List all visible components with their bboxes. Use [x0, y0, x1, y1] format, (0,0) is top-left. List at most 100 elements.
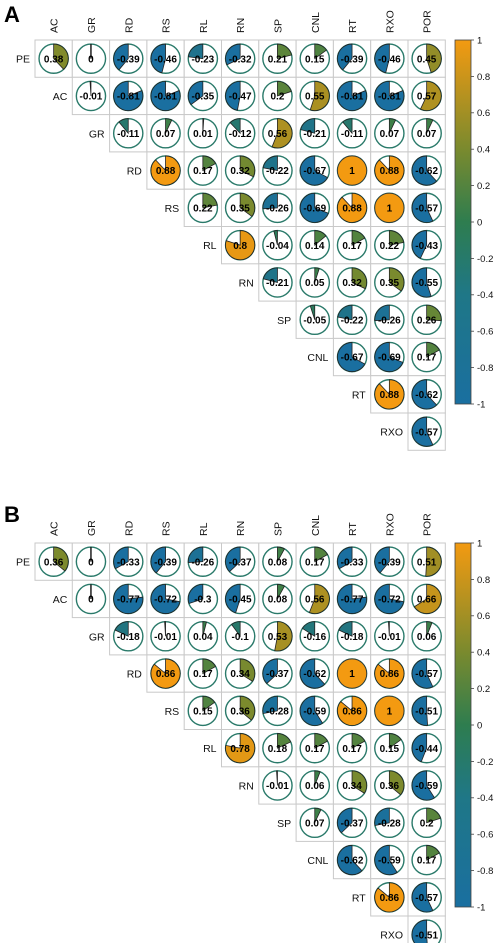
- row-label: RN: [239, 277, 254, 289]
- value-label: -0.01: [80, 92, 103, 103]
- colorbar-tick-label: -0.2: [477, 757, 493, 768]
- pie-wedge: [426, 118, 434, 134]
- heatmap-cell: -0.21: [295, 114, 334, 153]
- row-label: SP: [277, 315, 291, 327]
- value-label: -0.33: [341, 557, 364, 568]
- value-label: 1: [349, 166, 355, 177]
- pie-wedge: [231, 621, 241, 638]
- pie-wedge: [411, 230, 428, 259]
- value-label: 0.17: [305, 744, 325, 755]
- value-label: 0.55: [305, 92, 325, 103]
- heatmap-cell: -0.59: [407, 766, 446, 805]
- row-label: RD: [127, 166, 143, 178]
- column-label: RD: [123, 17, 135, 33]
- heatmap-cell: -0.01: [258, 766, 297, 805]
- value-label: -0.81: [378, 92, 401, 103]
- value-label: 0.05: [305, 278, 325, 289]
- value-label: -0.39: [378, 557, 401, 568]
- value-label: -0.67: [341, 353, 364, 364]
- heatmap-cell: -0.11: [109, 114, 148, 153]
- pie-wedge: [374, 658, 405, 689]
- heatmap-cell: -0.72: [146, 579, 185, 619]
- pie-wedge: [374, 845, 398, 875]
- heatmap-cell: 0.55: [295, 76, 334, 116]
- pie-wedge: [113, 80, 144, 111]
- heatmap-cell: -0.22: [332, 300, 372, 339]
- heatmap-cell: 0.15: [183, 691, 222, 731]
- pie-wedge: [225, 230, 256, 261]
- pie-wedge: [309, 80, 330, 111]
- pie-wedge: [426, 621, 433, 637]
- pie-wedge: [202, 192, 218, 209]
- value-label: -0.01: [378, 632, 401, 643]
- pie-wedge: [374, 807, 390, 826]
- pie-wedge: [262, 658, 278, 685]
- colorbar-tick-label: 0: [477, 217, 482, 228]
- value-label: -0.37: [229, 557, 252, 568]
- heatmap-cell: -0.39: [146, 542, 185, 581]
- heatmap-cell: -0.26: [258, 188, 297, 227]
- row-label: RL: [203, 240, 217, 252]
- value-label: -0.51: [415, 706, 438, 717]
- heatmap-cell: -0.72: [370, 579, 409, 619]
- heatmap-cell: -0.57: [407, 878, 446, 917]
- pie-wedge: [202, 621, 207, 637]
- heatmap-cell: 0.34: [332, 766, 372, 805]
- heatmap-cell: -0.62: [295, 654, 334, 693]
- colorbar-tick-label: -0.2: [477, 254, 493, 265]
- colorbar-tick-label: -0.4: [477, 793, 493, 804]
- value-label: 0.88: [380, 166, 400, 177]
- heatmap-cell: -0.44: [407, 729, 446, 768]
- pie-wedge: [388, 770, 405, 796]
- heatmap-cell: -0.28: [258, 691, 297, 731]
- heatmap-cell: 0.78: [221, 729, 260, 768]
- pie-wedge: [150, 80, 181, 111]
- heatmap-cell: 0: [71, 579, 111, 619]
- value-label: -0.28: [266, 706, 289, 717]
- heatmap-cell: -0.21: [258, 263, 297, 302]
- pie-wedge: [314, 807, 322, 823]
- heatmap-cell: 0.01: [183, 114, 222, 153]
- pie-wedge: [411, 379, 438, 410]
- value-label: -0.67: [303, 166, 326, 177]
- column-label: GR: [86, 17, 98, 33]
- pie-wedge: [202, 658, 217, 675]
- column-label: AC: [49, 521, 61, 536]
- heatmap-cell: 0.66: [407, 579, 446, 619]
- value-label: -0.32: [229, 54, 252, 65]
- heatmap-cell: 0.8: [221, 226, 260, 265]
- value-label: 0.35: [230, 203, 250, 214]
- pie-wedge: [337, 546, 353, 570]
- value-label: 0.32: [342, 278, 362, 289]
- heatmap-cell: -0.01: [71, 76, 111, 116]
- colorbar-tick-label: 1: [477, 35, 482, 46]
- colorbar-tick-label: 0.8: [477, 72, 490, 83]
- pie-wedge: [337, 192, 368, 223]
- value-label: 0.07: [305, 818, 325, 829]
- heatmap-cell: 1: [370, 188, 409, 227]
- pie-wedge: [262, 155, 278, 172]
- pie-wedge: [229, 118, 241, 135]
- value-label: 0.34: [230, 669, 250, 680]
- heatmap-cell: -0.67: [295, 151, 334, 190]
- heatmap-cell: 0.07: [295, 803, 334, 842]
- value-label: 0: [88, 595, 94, 606]
- pie-wedge: [337, 658, 368, 689]
- pie-wedge: [374, 546, 390, 574]
- column-label: RN: [235, 18, 247, 33]
- heatmap-cell: 0.32: [332, 263, 372, 302]
- pie-wedge: [374, 379, 405, 410]
- heatmap-cell: 0.2: [258, 76, 297, 116]
- pie-wedge: [301, 621, 316, 637]
- pie-wedge: [114, 621, 129, 637]
- pie-wedge: [337, 807, 353, 834]
- pie-wedge: [314, 770, 321, 786]
- pie-wedge: [374, 583, 405, 614]
- heatmap-cell: 0.06: [295, 766, 334, 805]
- colorbar-tick-label: 0.4: [477, 648, 490, 659]
- value-label: -0.21: [266, 278, 289, 289]
- pie-wedge: [150, 583, 181, 614]
- heatmap-cell: -0.81: [332, 76, 372, 116]
- pie-wedge: [388, 267, 405, 292]
- value-label: -0.01: [266, 781, 289, 792]
